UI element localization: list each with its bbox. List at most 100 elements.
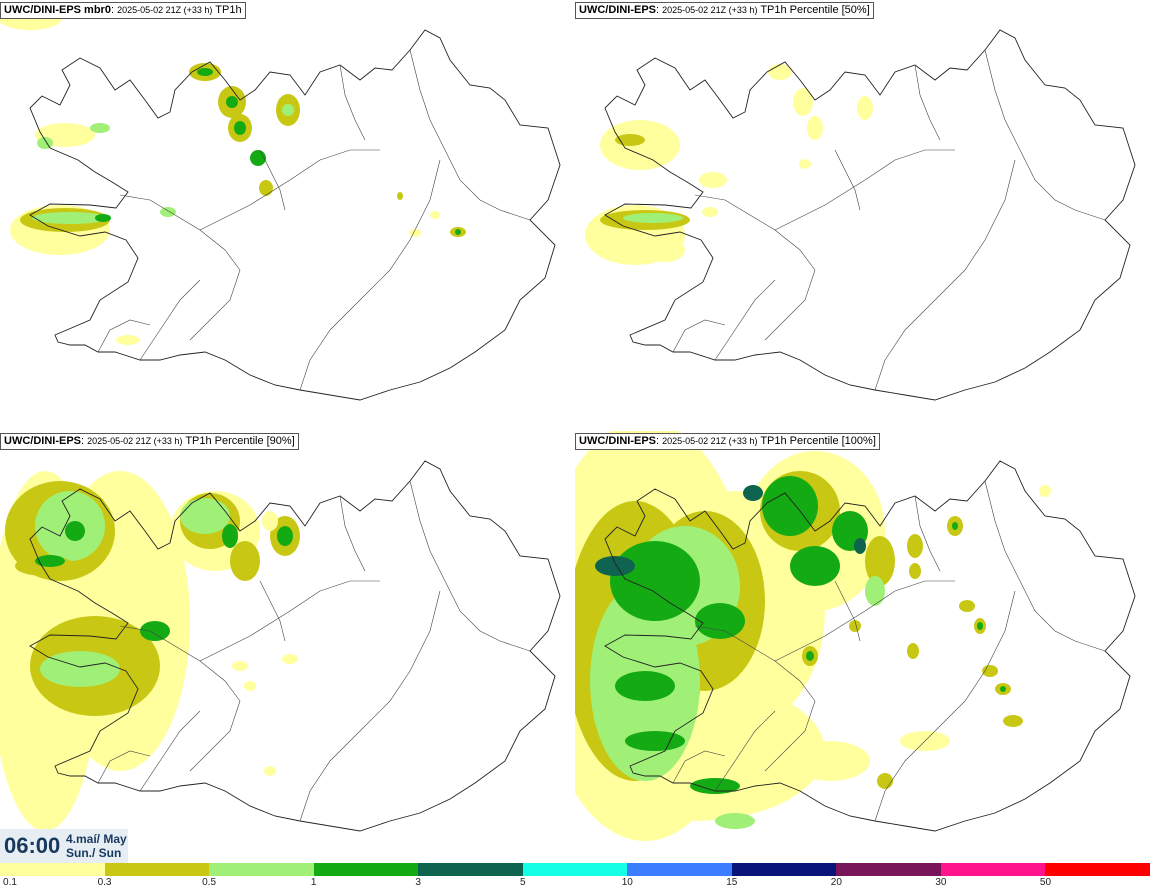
precip-area xyxy=(32,212,108,224)
boundary-line xyxy=(97,750,151,784)
precip-area xyxy=(790,741,870,781)
precip-area xyxy=(977,622,983,630)
map-panel-p100: UWC/DINI-EPS: 2025-05-02 21Z (+33 h) TP1… xyxy=(575,431,1150,861)
precip-area xyxy=(409,229,421,237)
colorbar-swatch xyxy=(522,863,628,876)
precip-area xyxy=(277,526,293,546)
valid-hour: 06:00 xyxy=(4,833,61,858)
boundary-line xyxy=(774,580,955,662)
colorbar-tick-label: 0.1 xyxy=(3,877,17,888)
colorbar-swatch xyxy=(104,863,210,876)
precip-colorbar xyxy=(0,863,1150,876)
colorbar-swatch xyxy=(940,863,1046,876)
boundary-line xyxy=(119,194,241,341)
colorbar-tick-label: 1 xyxy=(310,877,317,888)
panel-model: UWC/DINI-EPS xyxy=(4,435,81,447)
precip-area xyxy=(222,524,238,548)
precip-area xyxy=(610,541,700,621)
precip-area xyxy=(857,96,873,120)
colorbar-tick-label: 0.3 xyxy=(97,877,112,888)
precip-area xyxy=(95,214,111,222)
colorbar-tick-label: 3 xyxy=(415,877,421,888)
boundary-line xyxy=(97,319,151,353)
colorbar-tick-label: 5 xyxy=(519,877,526,888)
map-panel-member0: UWC/DINI-EPS mbr0: 2025-05-02 21Z (+33 h… xyxy=(0,0,575,430)
boundary-line xyxy=(299,159,441,391)
precip-area xyxy=(625,731,685,751)
precip-area xyxy=(282,654,298,664)
boundary-line xyxy=(139,710,201,792)
precip-area xyxy=(264,766,276,776)
precip-area xyxy=(982,665,998,677)
precip-area xyxy=(790,546,840,586)
boundary-line xyxy=(259,580,286,642)
boundary-line xyxy=(409,480,531,652)
boundary-line xyxy=(984,480,1106,652)
coastline xyxy=(29,460,561,832)
panel-title: UWC/DINI-EPS: 2025-05-02 21Z (+33 h) TP1… xyxy=(575,433,880,450)
precip-map xyxy=(0,460,561,832)
panel-model: UWC/DINI-EPS xyxy=(579,435,656,447)
precip-area xyxy=(197,68,213,76)
precip-area xyxy=(90,123,110,133)
precip-area xyxy=(430,211,440,219)
boundary-line xyxy=(139,279,201,361)
boundary-line xyxy=(834,149,861,211)
colorbar-swatch xyxy=(731,863,837,876)
precip-area xyxy=(807,116,823,140)
panel-run: 2025-05-02 21Z (+33 h) xyxy=(87,436,183,446)
boundary-line xyxy=(774,149,955,231)
precip-area xyxy=(232,661,248,671)
precip-area xyxy=(65,521,85,541)
panel-model: UWC/DINI-EPS xyxy=(579,4,656,16)
precip-area xyxy=(180,498,230,534)
precip-area xyxy=(615,134,645,146)
precip-area xyxy=(762,476,818,536)
colorbar-swatch xyxy=(418,863,523,876)
boundary-line xyxy=(672,750,726,784)
boundary-line xyxy=(834,580,861,642)
boundary-line xyxy=(914,64,941,141)
panel-title: UWC/DINI-EPS mbr0: 2025-05-02 21Z (+33 h… xyxy=(0,2,246,19)
boundary-line xyxy=(409,49,531,221)
panel-field: TP1h Percentile [90%] xyxy=(185,435,295,447)
precip-area xyxy=(1000,686,1006,692)
precip-area xyxy=(230,541,260,581)
precip-area xyxy=(623,213,683,223)
colorbar-swatch xyxy=(209,863,314,876)
colorbar-labels: 0.1 0.3 0.5 1 3 5 10 15 20 30 50 xyxy=(0,877,1150,891)
precip-area xyxy=(250,150,266,166)
precip-area xyxy=(749,489,757,497)
precip-area xyxy=(959,600,975,612)
panel-run: 2025-05-02 21Z (+33 h) xyxy=(117,5,213,15)
valid-date-line2: Sun./ Sun xyxy=(66,846,122,860)
boundary-line xyxy=(714,710,776,792)
precip-area xyxy=(793,88,813,116)
coastline xyxy=(604,29,1136,401)
boundary-line xyxy=(299,590,441,822)
precip-area xyxy=(865,576,885,606)
boundary-line xyxy=(984,49,1106,221)
precip-area xyxy=(645,238,685,262)
precip-area xyxy=(909,563,921,579)
precip-area xyxy=(259,180,273,196)
panel-model: UWC/DINI-EPS mbr0 xyxy=(4,4,111,16)
precip-area xyxy=(690,778,740,794)
panel-field: TP1h Percentile [50%] xyxy=(760,4,870,16)
valid-date: 4.maí/ May Sun./ Sun xyxy=(66,832,127,860)
precip-area xyxy=(877,773,893,789)
precip-area xyxy=(600,120,680,170)
boundary-line xyxy=(694,625,816,772)
boundary-line xyxy=(339,495,366,572)
colorbar-swatch xyxy=(1045,863,1150,876)
precip-area xyxy=(1003,715,1023,727)
boundary-line xyxy=(259,149,286,211)
colorbar-tick-label: 30 xyxy=(935,877,947,888)
colorbar-tick-label: 10 xyxy=(621,877,633,888)
panel-title: UWC/DINI-EPS: 2025-05-02 21Z (+33 h) TP1… xyxy=(575,2,874,19)
coastline xyxy=(604,460,1136,832)
colorbar-swatch xyxy=(627,863,732,876)
colorbar-tick-label: 0.5 xyxy=(202,877,217,888)
boundary-line xyxy=(874,159,1016,391)
precip-area xyxy=(702,207,718,217)
